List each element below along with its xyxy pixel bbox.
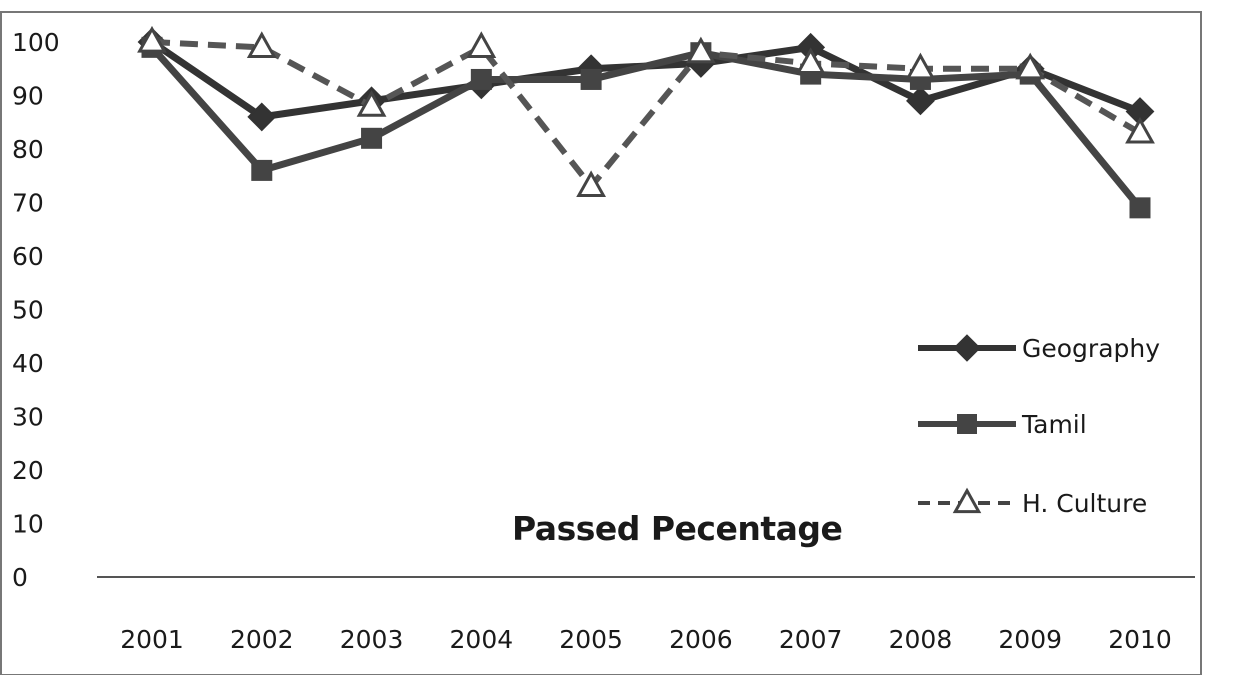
legend-item: Geography [918, 334, 1160, 363]
y-tick-label: 10 [12, 510, 44, 539]
legend-label: H. Culture [1022, 489, 1147, 518]
data-point-triangle [905, 52, 936, 80]
y-tick-label: 20 [12, 456, 44, 485]
y-tick-label: 60 [12, 242, 44, 271]
y-tick-label: 70 [12, 189, 44, 218]
y-tick-label: 30 [12, 403, 44, 432]
chart-border [0, 11, 1202, 676]
data-point-triangle [356, 90, 387, 117]
data-point-triangle [246, 31, 277, 58]
series-h-culture [137, 25, 1155, 198]
legend-item: Tamil [918, 410, 1087, 439]
series-layer [137, 25, 1155, 219]
data-point-triangle [576, 170, 607, 198]
y-tick-label: 80 [12, 135, 44, 164]
data-point-triangle [795, 47, 826, 74]
data-point-triangle [137, 25, 167, 53]
series-geography [137, 27, 1155, 132]
y-tick-label: 90 [12, 82, 44, 111]
x-tick-label: 2002 [230, 625, 294, 654]
data-point-square [470, 68, 492, 90]
data-point-square [1129, 197, 1151, 219]
x-axis-ticks: 2001 2002 2003 2004 2005 2006 2007 2008 2009 2010 [120, 625, 1172, 654]
x-tick-label: 2010 [1108, 625, 1172, 654]
data-point-square [251, 159, 273, 181]
y-tick-label: 40 [12, 349, 44, 378]
x-tick-label: 2004 [450, 625, 514, 654]
data-point-triangle [685, 36, 716, 64]
data-point-square [957, 414, 977, 434]
legend: Geography Tamil H. Culture [918, 334, 1160, 518]
x-tick-label: 2001 [120, 625, 184, 654]
y-axis-ticks: 0 10 20 30 40 50 60 70 80 90 100 [12, 28, 60, 592]
x-tick-label: 2008 [889, 625, 953, 654]
series-line [149, 45, 1143, 211]
legend-label: Tamil [1021, 410, 1087, 439]
x-tick-label: 2003 [340, 625, 404, 654]
data-point-triangle [1015, 52, 1046, 80]
y-tick-label: 50 [12, 296, 44, 325]
x-tick-label: 2006 [669, 625, 733, 654]
series-tamil [141, 36, 1151, 219]
x-tick-label: 2009 [998, 625, 1062, 654]
data-point-square [580, 68, 602, 90]
data-point-diamond [247, 102, 277, 132]
data-point-diamond [953, 334, 981, 362]
data-point-diamond [906, 86, 935, 116]
data-point-triangle [466, 31, 497, 58]
y-tick-label: 100 [12, 28, 60, 57]
y-tick-label: 0 [12, 563, 28, 592]
x-tick-label: 2007 [779, 625, 843, 654]
data-point-triangle [1125, 116, 1155, 144]
chart-title: Passed Pecentage [512, 509, 842, 548]
data-point-triangle [952, 487, 982, 514]
series-line [151, 39, 1142, 190]
legend-label: Geography [1022, 334, 1160, 363]
x-tick-label: 2005 [559, 625, 623, 654]
data-point-square [361, 127, 383, 149]
legend-item: H. Culture [918, 487, 1147, 518]
